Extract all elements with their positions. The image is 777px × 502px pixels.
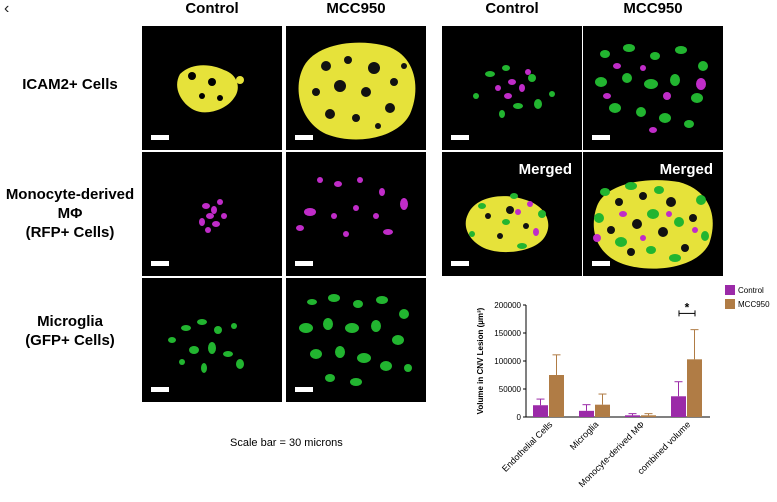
panel-merged-mcc950: Merged bbox=[583, 152, 723, 276]
panel-overlay-mcc950 bbox=[583, 26, 723, 150]
panel-microglia-control bbox=[142, 278, 282, 402]
panel-icam2-control bbox=[142, 26, 282, 150]
panel-overlay-control bbox=[442, 26, 582, 150]
panel-merged-control: Merged bbox=[442, 152, 582, 276]
bar-control bbox=[625, 415, 640, 417]
legend-swatch-mcc950 bbox=[725, 299, 735, 309]
panel-icam2-mcc950 bbox=[286, 26, 426, 150]
scale-bar bbox=[592, 261, 610, 266]
y-tick-label: 200000 bbox=[494, 301, 521, 310]
scale-bar bbox=[151, 135, 169, 140]
back-icon[interactable]: ‹ bbox=[4, 0, 10, 17]
column-header-control-right: Control bbox=[485, 0, 539, 17]
yellow-cells-image bbox=[298, 42, 416, 140]
bar-mcc950 bbox=[687, 359, 702, 417]
row-label-line: (RFP+ Cells) bbox=[25, 224, 115, 241]
y-tick-label: 50000 bbox=[499, 385, 522, 394]
row-label-microglia: Microglia (GFP+ Cells) bbox=[5, 312, 135, 350]
bar-control bbox=[579, 410, 594, 417]
panel-monocyte-control bbox=[142, 152, 282, 276]
row-label-line: ICAM2+ Cells bbox=[22, 76, 118, 93]
row-label-icam2: ICAM2+ Cells bbox=[5, 75, 135, 94]
volume-bar-chart: 0 50000 100000 150000 200000 Volume in CNV Le… bbox=[476, 285, 770, 489]
bar-mcc950 bbox=[595, 404, 610, 417]
magenta-green-cells-image bbox=[473, 65, 555, 118]
yellow-cells-image bbox=[177, 65, 244, 113]
green-cells-image bbox=[299, 294, 412, 386]
bar-control bbox=[671, 396, 686, 417]
scale-bar bbox=[295, 261, 313, 266]
scale-bar bbox=[295, 135, 313, 140]
legend-swatch-control bbox=[725, 285, 735, 295]
column-header-mcc950-left: MCC950 bbox=[326, 0, 386, 17]
scale-bar bbox=[592, 135, 610, 140]
x-tick-label: Microglia bbox=[568, 419, 601, 452]
row-label-line: (GFP+ Cells) bbox=[25, 332, 115, 349]
column-header-control-left: Control bbox=[185, 0, 239, 17]
bar-control bbox=[533, 405, 548, 417]
bar-mcc950 bbox=[549, 375, 564, 417]
y-tick-label: 0 bbox=[517, 413, 522, 422]
merged-label: Merged bbox=[659, 161, 713, 178]
panel-monocyte-mcc950 bbox=[286, 152, 426, 276]
row-label-line: Monocyte-derived bbox=[5, 186, 135, 203]
scale-caption: Scale bar = 30 microns bbox=[230, 437, 343, 449]
scale-bar bbox=[151, 261, 169, 266]
scale-bar bbox=[295, 387, 313, 392]
row-label-monocyte: Monocyte-derived MΦ (RFP+ Cells) bbox=[5, 185, 135, 242]
column-header-mcc950-right: MCC950 bbox=[623, 0, 683, 17]
y-tick-label: 100000 bbox=[494, 357, 521, 366]
y-axis-label: Volume in CNV Lesion (µm³) bbox=[476, 307, 485, 414]
legend-label-control: Control bbox=[738, 286, 764, 295]
merged-cells-image bbox=[593, 180, 713, 269]
bar-mcc950 bbox=[641, 415, 656, 417]
magenta-cells-image bbox=[296, 177, 408, 237]
row-label-line: Microglia bbox=[37, 313, 103, 330]
green-cells-image bbox=[168, 319, 244, 373]
magenta-cells-image bbox=[199, 199, 227, 233]
significance-marker: * bbox=[685, 300, 690, 314]
scale-bar bbox=[451, 135, 469, 140]
scale-bar bbox=[451, 261, 469, 266]
panel-microglia-mcc950 bbox=[286, 278, 426, 402]
magenta-green-cells-image bbox=[595, 44, 708, 133]
merged-cells-image bbox=[465, 193, 549, 253]
merged-label: Merged bbox=[518, 161, 572, 178]
y-tick-label: 150000 bbox=[494, 329, 521, 338]
scale-bar bbox=[151, 387, 169, 392]
row-label-line: MΦ bbox=[57, 205, 83, 222]
legend-label-mcc950: MCC950 bbox=[738, 300, 770, 309]
x-tick-label: Endothelial Cells bbox=[500, 419, 555, 474]
